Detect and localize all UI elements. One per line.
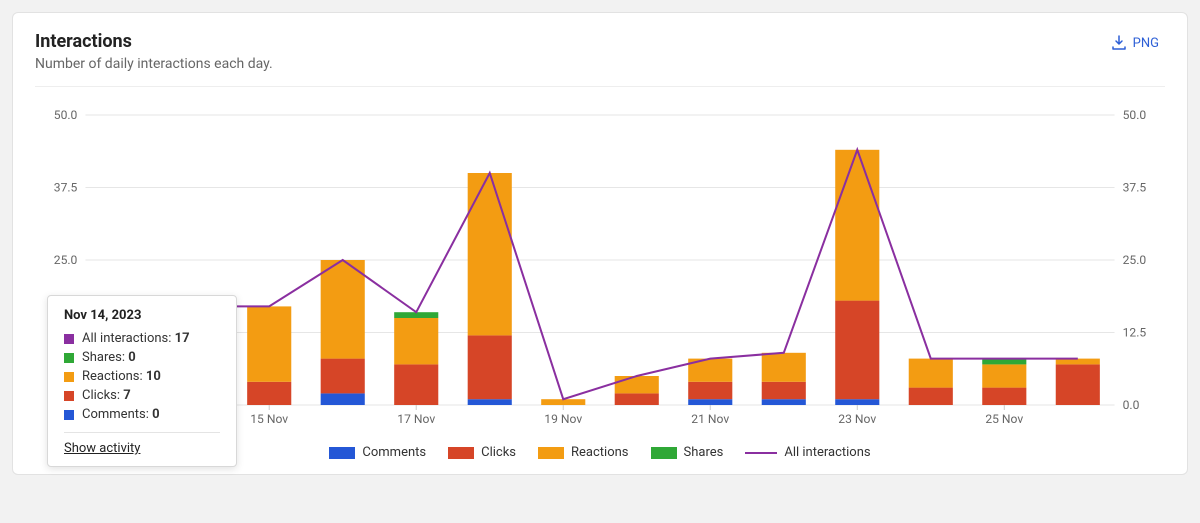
legend-swatch [538, 447, 564, 459]
tooltip-rows: All interactions: 17 Shares: 0 Reactions: … [64, 331, 220, 422]
header-divider [35, 86, 1165, 87]
chart-tooltip: Nov 14, 2023 All interactions: 17 Shares:… [47, 295, 237, 467]
tooltip-swatch [64, 334, 74, 344]
tooltip-row: Reactions: 10 [64, 369, 220, 384]
title-block: Interactions Number of daily interaction… [35, 31, 273, 72]
legend-item-clicks[interactable]: Clicks [448, 445, 516, 460]
card-subtitle: Number of daily interactions each day. [35, 56, 273, 72]
tooltip-row: Clicks: 7 [64, 388, 220, 403]
svg-text:50.0: 50.0 [1123, 108, 1147, 122]
card-title: Interactions [35, 31, 273, 52]
svg-text:15 Nov: 15 Nov [250, 412, 288, 426]
legend-swatch [448, 447, 474, 459]
svg-text:37.5: 37.5 [1123, 181, 1147, 195]
tooltip-row: Shares: 0 [64, 350, 220, 365]
svg-text:50.0: 50.0 [54, 108, 78, 122]
legend-item-all[interactable]: All interactions [745, 445, 870, 460]
tooltip-swatch [64, 410, 74, 420]
tooltip-label: Clicks: 7 [82, 388, 131, 403]
tooltip-label: Comments: 0 [82, 407, 160, 422]
legend-label: Reactions [571, 445, 629, 460]
legend-label: Shares [684, 445, 724, 460]
svg-text:25.0: 25.0 [54, 253, 78, 267]
svg-text:37.5: 37.5 [54, 181, 78, 195]
tooltip-label: All interactions: 17 [82, 331, 190, 346]
svg-text:25.0: 25.0 [1123, 253, 1147, 267]
svg-text:12.5: 12.5 [1123, 326, 1147, 340]
legend-item-reactions[interactable]: Reactions [538, 445, 629, 460]
legend-swatch [651, 447, 677, 459]
legend-swatch [745, 452, 777, 454]
legend-label: All interactions [784, 445, 870, 460]
svg-text:25 Nov: 25 Nov [985, 412, 1023, 426]
svg-text:17 Nov: 17 Nov [397, 412, 435, 426]
legend-item-shares[interactable]: Shares [651, 445, 724, 460]
tooltip-divider [64, 432, 220, 433]
svg-text:19 Nov: 19 Nov [544, 412, 582, 426]
tooltip-row: Comments: 0 [64, 407, 220, 422]
svg-text:0.0: 0.0 [1123, 398, 1140, 412]
legend-label: Clicks [481, 445, 516, 460]
interactions-card: Interactions Number of daily interaction… [12, 12, 1188, 475]
card-header: Interactions Number of daily interaction… [35, 31, 1165, 72]
tooltip-row: All interactions: 17 [64, 331, 220, 346]
chart-area: 0.00.012.512.525.025.037.537.550.050.015… [35, 105, 1165, 435]
tooltip-swatch [64, 372, 74, 382]
legend-label: Comments [362, 445, 426, 460]
tooltip-date: Nov 14, 2023 [64, 308, 220, 323]
svg-text:21 Nov: 21 Nov [691, 412, 729, 426]
tooltip-label: Shares: 0 [82, 350, 136, 365]
svg-text:23 Nov: 23 Nov [838, 412, 876, 426]
export-png-button[interactable]: PNG [1105, 31, 1165, 55]
tooltip-label: Reactions: 10 [82, 369, 161, 384]
legend-item-comments[interactable]: Comments [329, 445, 426, 460]
tooltip-swatch [64, 353, 74, 363]
show-activity-link[interactable]: Show activity [64, 441, 140, 456]
tooltip-swatch [64, 391, 74, 401]
download-icon [1111, 35, 1127, 51]
export-png-label: PNG [1133, 36, 1159, 51]
legend-swatch [329, 447, 355, 459]
